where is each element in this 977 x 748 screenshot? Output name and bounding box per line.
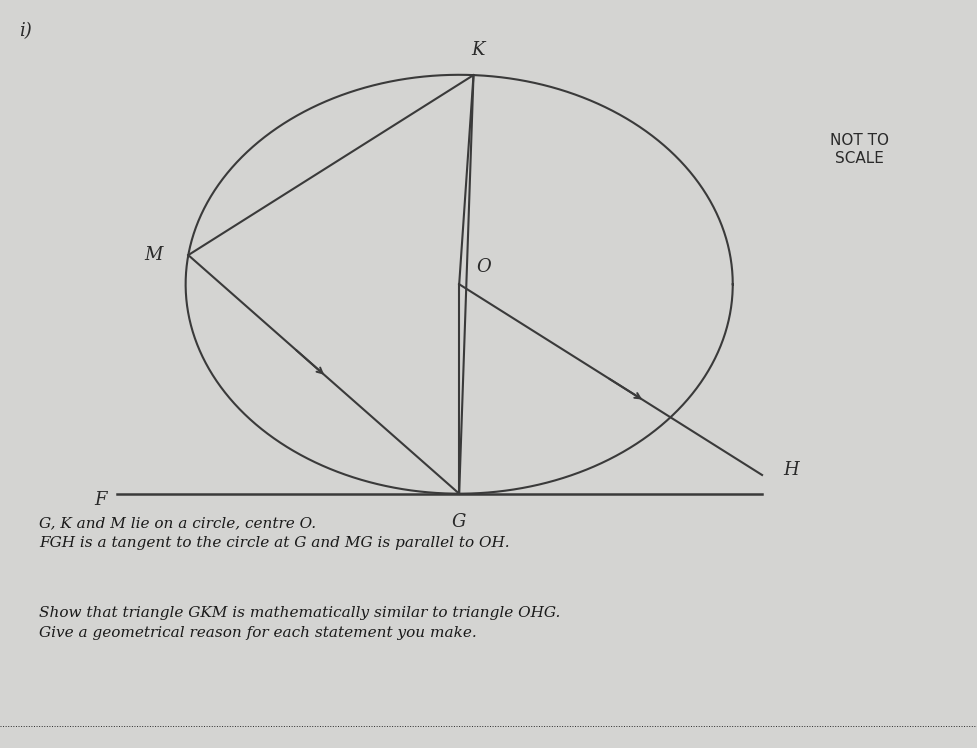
Text: O: O [477,258,491,276]
Text: M: M [145,246,162,264]
Text: F: F [94,491,106,509]
Text: K: K [472,40,486,58]
Text: H: H [784,461,799,479]
Text: NOT TO
SCALE: NOT TO SCALE [830,133,889,166]
Text: i): i) [20,22,32,40]
Text: G: G [452,513,466,531]
Text: Show that triangle GKM is mathematically similar to triangle OHG.
Give a geometr: Show that triangle GKM is mathematically… [39,606,561,640]
Text: G, K and M lie on a circle, centre O.
FGH is a tangent to the circle at G and MG: G, K and M lie on a circle, centre O. FG… [39,516,510,551]
